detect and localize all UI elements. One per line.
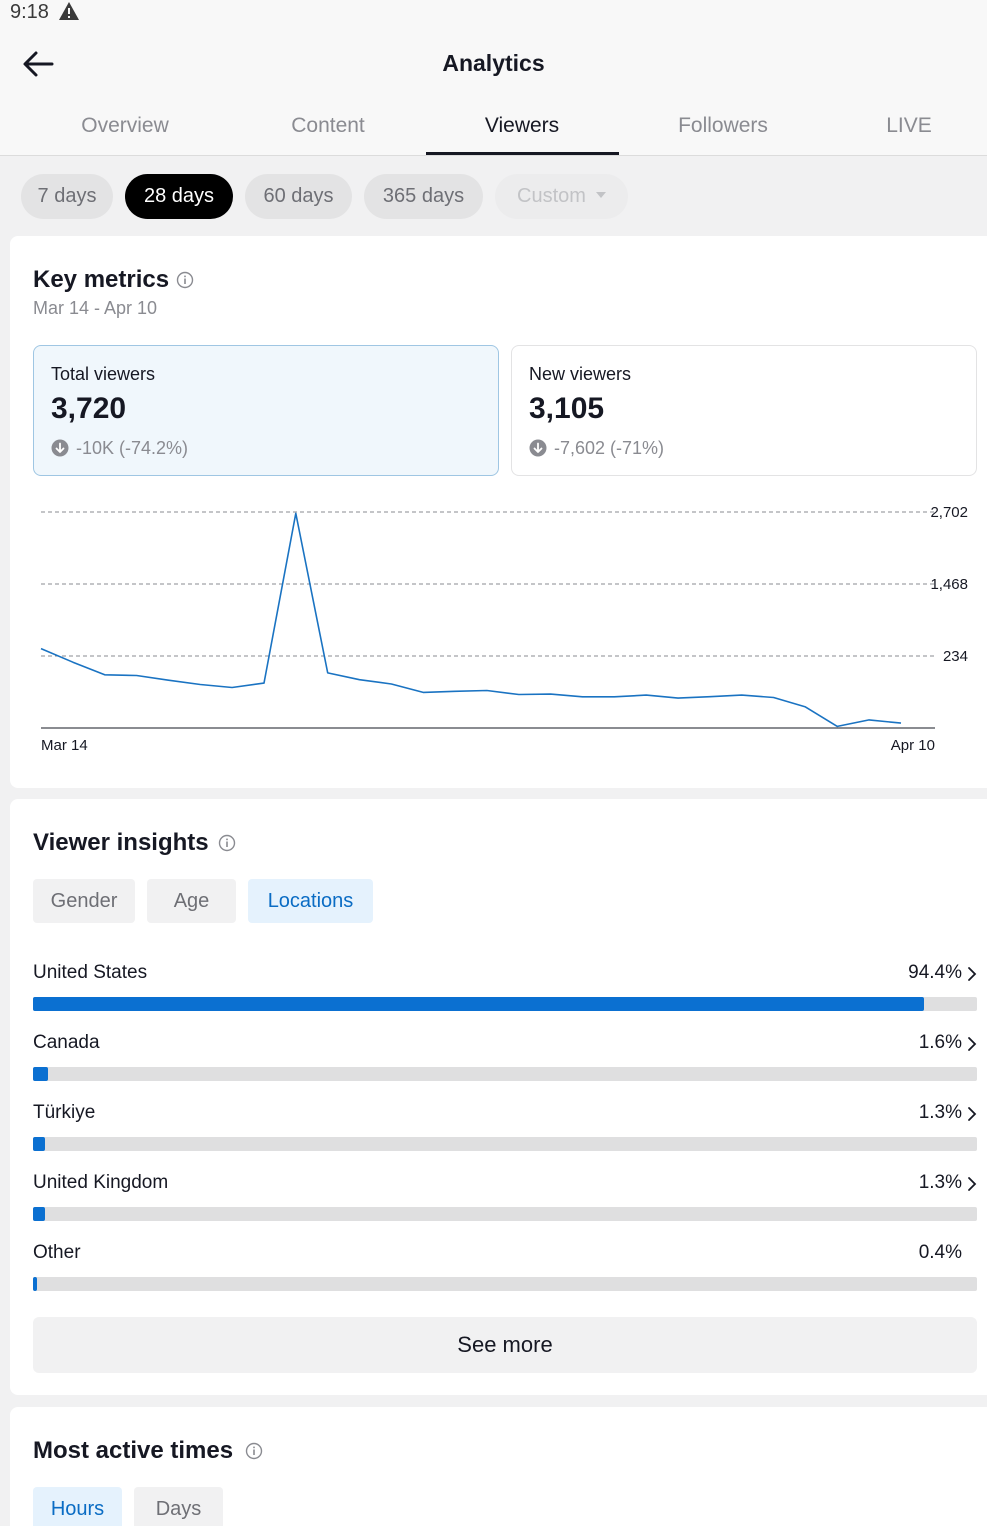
arrow-down-circle-icon [529,439,547,457]
warning-triangle-icon [59,2,79,20]
info-icon[interactable] [245,1442,263,1460]
tab-viewers[interactable]: Viewers [484,114,560,137]
chevron-right-icon [968,1037,977,1051]
location-percent: 1.6% [918,1032,962,1053]
total-viewers-change: -10K (-74.2%) [76,438,189,458]
location-bar-fill [33,1207,45,1221]
chevron-right-icon [968,1177,977,1191]
x-tick-label-start: Mar 14 [41,737,88,754]
viewer-insights-title: Viewer insights [33,829,209,856]
key-metrics-title: Key metrics [33,266,170,293]
location-bar-track [33,1137,977,1151]
new-viewers-change: -7,602 (-71%) [554,438,665,458]
total-viewers-label: Total viewers [51,364,156,384]
location-name: United States [33,962,148,983]
location-row-united-states[interactable]: United States 94.4% [33,962,977,1032]
y-tick-label-bottom: 234 [943,648,968,665]
arrow-down-circle-icon [51,439,69,457]
tab-bar: Overview Content Viewers Followers LIVE [0,106,987,156]
location-row-turkiye[interactable]: Türkiye 1.3% [33,1102,977,1172]
most-active-times-card: Most active times Hours Days [10,1407,987,1526]
location-bar-fill [33,1137,45,1151]
status-bar: 9:18 [0,0,987,26]
location-percent: 1.3% [918,1172,962,1193]
new-viewers-card[interactable]: New viewers 3,105 -7,602 (-71%) [511,345,977,476]
location-bar-fill [33,1067,48,1081]
range-365-days[interactable]: 365 days [364,174,483,219]
location-bar-fill [33,1277,37,1291]
insight-tab-locations[interactable]: Locations [248,879,373,923]
range-custom[interactable]: Custom [495,174,628,219]
key-metrics-card: Key metrics Mar 14 - Apr 10 Total viewer… [10,236,987,788]
back-arrow-icon[interactable] [20,46,56,82]
location-name: Canada [33,1032,100,1053]
location-bar-track [33,1067,977,1081]
range-custom-label: Custom [517,185,586,207]
info-icon[interactable] [176,271,194,289]
location-percent: 1.3% [918,1102,962,1123]
chevron-right-icon [968,967,977,981]
status-time: 9:18 [10,1,49,23]
location-row-united-kingdom[interactable]: United Kingdom 1.3% [33,1172,977,1242]
range-60-days[interactable]: 60 days [245,174,352,219]
y-tick-label-top: 2,702 [930,504,968,521]
see-more-button[interactable]: See more [33,1317,977,1373]
new-viewers-label: New viewers [529,364,632,384]
tab-live[interactable]: LIVE [886,114,932,137]
location-name: Other [33,1242,81,1263]
tab-followers[interactable]: Followers [678,114,768,137]
series-line-viewers [40,512,902,728]
location-bar-track [33,1207,977,1221]
y-tick-label-middle: 1,468 [930,576,968,593]
date-range: Mar 14 - Apr 10 [33,298,158,318]
active-tab-days[interactable]: Days [134,1487,223,1526]
chevron-right-icon [968,1107,977,1121]
location-bar-track [33,997,977,1011]
insight-tab-gender[interactable]: Gender [33,879,135,923]
viewer-insights-card: Viewer insights Gender Age Locations Uni… [10,799,987,1395]
total-viewers-value: 3,720 [51,392,127,425]
x-tick-label-end: Apr 10 [891,737,935,754]
caret-down-icon [595,191,606,198]
location-bar-fill [33,997,924,1011]
total-viewers-card[interactable]: Total viewers 3,720 -10K (-74.2%) [33,345,499,476]
location-bar-track [33,1277,977,1291]
tab-content[interactable]: Content [291,114,365,137]
location-percent: 94.4% [908,962,962,983]
insight-tab-age[interactable]: Age [147,879,236,923]
tab-overview[interactable]: Overview [81,114,169,137]
new-viewers-value: 3,105 [529,392,605,425]
header: Analytics Overview Content Viewers Follo… [0,26,987,156]
most-active-times-title: Most active times [33,1437,234,1464]
active-tab-hours[interactable]: Hours [33,1487,122,1526]
page-title: Analytics [442,50,545,76]
info-icon[interactable] [218,834,236,852]
location-row-other: Other 0.4% [33,1242,977,1312]
location-percent: 0.4% [918,1242,962,1263]
range-28-days[interactable]: 28 days [125,174,233,219]
viewers-line-chart: 2,702 1,468 234 Mar 14 Apr 10 [40,504,968,754]
location-name: United Kingdom [33,1172,169,1193]
location-name: Türkiye [33,1102,96,1123]
location-row-canada[interactable]: Canada 1.6% [33,1032,977,1102]
range-7-days[interactable]: 7 days [21,174,113,219]
active-tab-indicator [426,152,619,155]
